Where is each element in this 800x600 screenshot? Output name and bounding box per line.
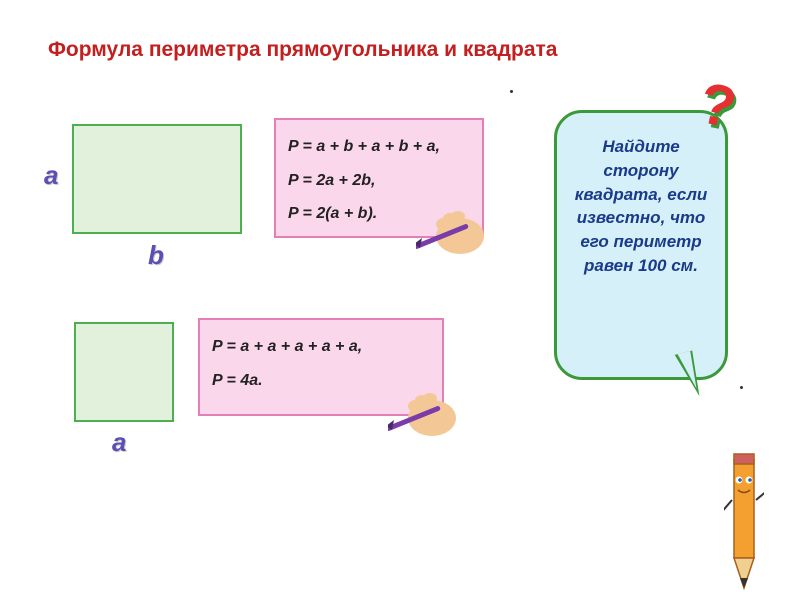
- question-callout: Найдите сторону квадрата, если известно,…: [554, 110, 728, 380]
- rectangle-formula-line-2: P = 2a + 2b,: [288, 164, 470, 198]
- rectangle-side-a-label: a: [44, 160, 58, 191]
- rectangle-formula-line-1: P = a + b + a + b + a,: [288, 130, 470, 164]
- writing-hand-icon: [416, 198, 488, 260]
- page-title: Формула периметра прямоугольника и квадр…: [48, 38, 557, 62]
- callout-text: Найдите сторону квадрата, если известно,…: [569, 135, 713, 278]
- pencil-character-icon: [724, 440, 764, 594]
- rectangle-shape: [72, 124, 242, 234]
- decorative-dot: [510, 90, 513, 93]
- writing-hand-icon: [388, 380, 460, 442]
- decorative-dot: [740, 386, 743, 389]
- rectangle-side-b-label: b: [148, 240, 164, 271]
- square-formula-line-1: P = a + a + a + a + a,: [212, 330, 430, 364]
- question-mark-icon: ?: [693, 69, 742, 142]
- square-shape: [74, 322, 174, 422]
- square-side-a-label: a: [112, 427, 126, 458]
